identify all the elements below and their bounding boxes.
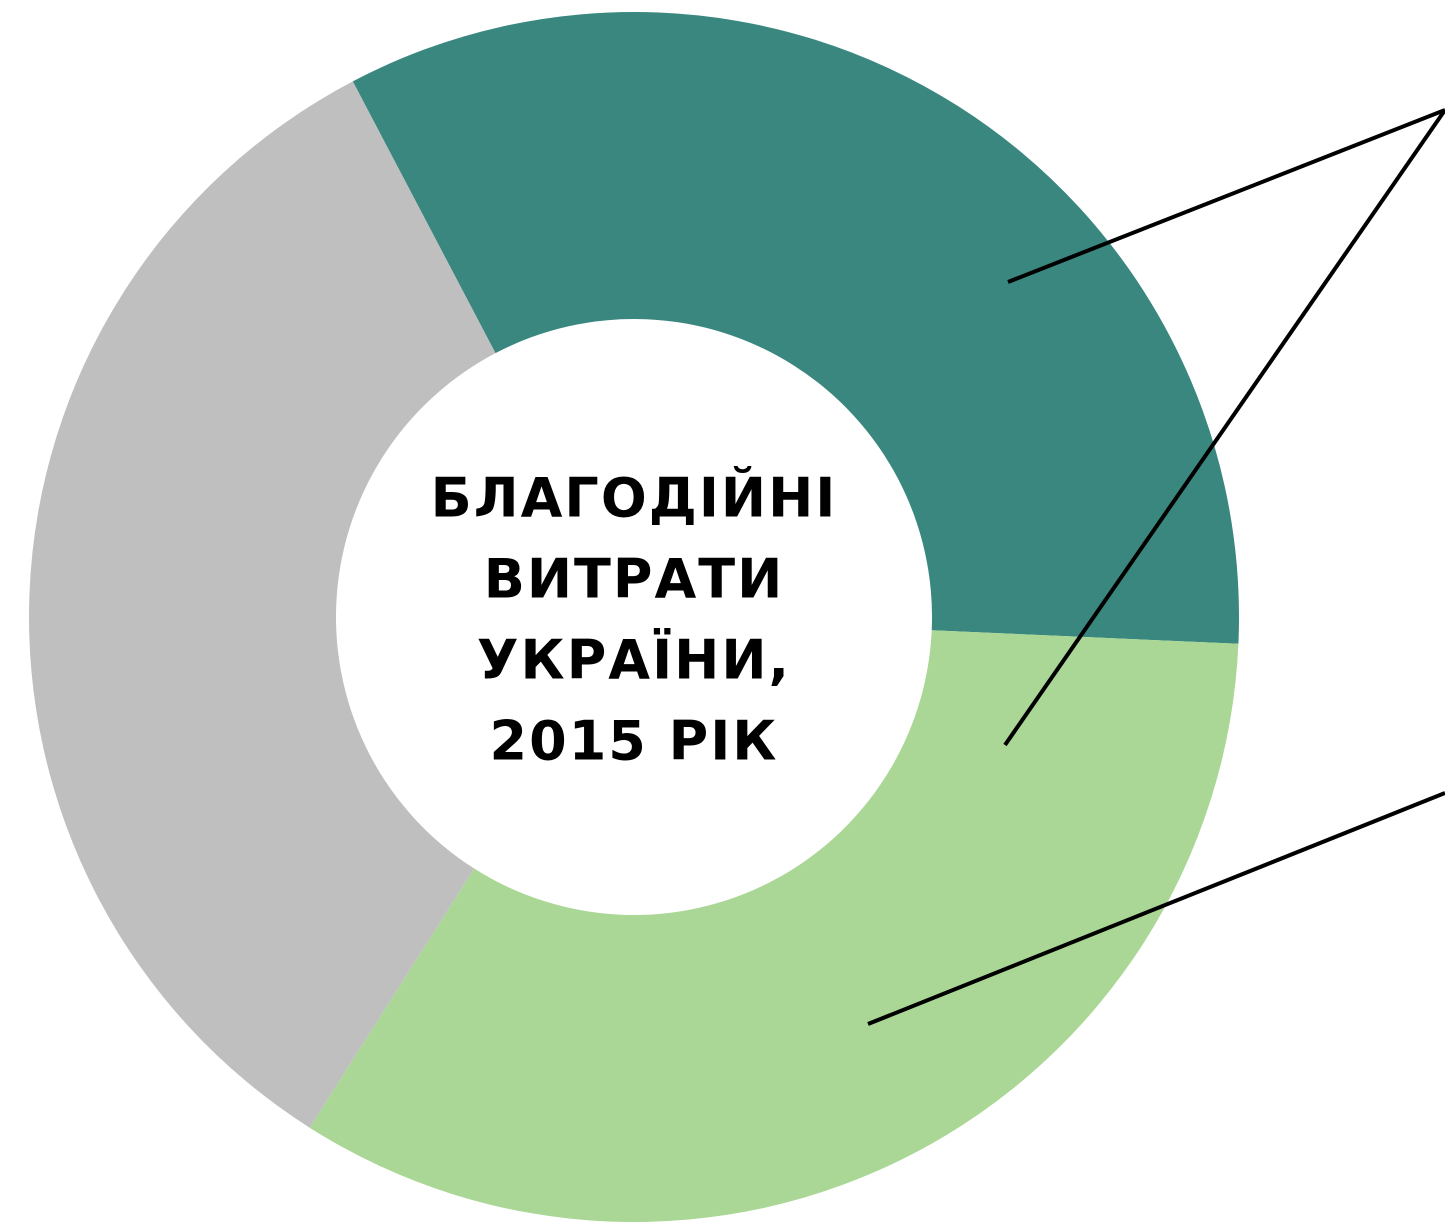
donut-slice — [28, 81, 496, 1128]
leader-line — [1003, 108, 1445, 747]
leader-line — [867, 791, 1445, 1026]
donut-slice — [309, 630, 1239, 1222]
chart-title: 2015 РІК — [490, 710, 779, 773]
slices — [28, 11, 1239, 1222]
chart-title: ВИТРАТИ — [484, 548, 785, 611]
chart-title: БЛАГОДІЙНІ — [431, 467, 838, 530]
chart-title: УКРАЇНИ, — [477, 629, 791, 692]
leader-line — [1007, 108, 1445, 284]
donut-slice — [352, 11, 1239, 644]
